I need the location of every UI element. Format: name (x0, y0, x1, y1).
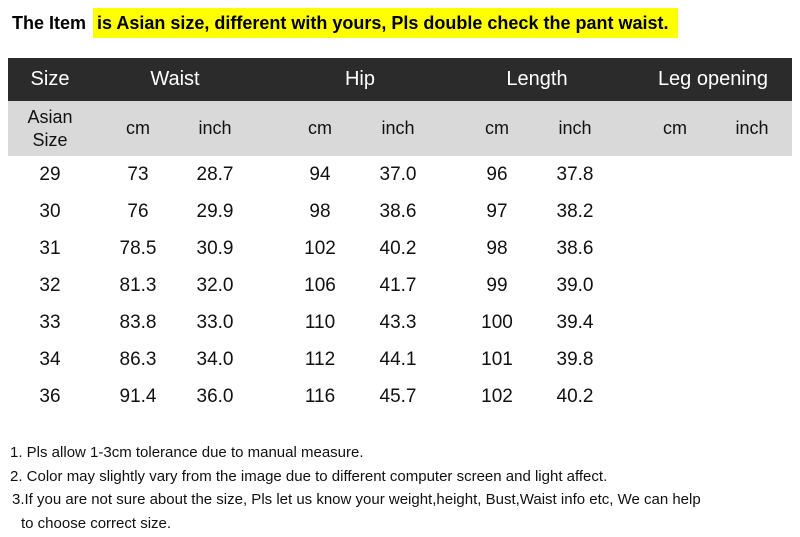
table-cell: 38.2 (556, 201, 594, 222)
table-cell: 116 (304, 386, 336, 407)
table-cell: 28.7 (196, 164, 234, 185)
table-cell: 83.8 (119, 312, 157, 333)
table-cell: 33.0 (196, 312, 234, 333)
table-cell: 40.2 (556, 386, 594, 407)
table-cell: 98 (486, 238, 508, 259)
note: to choose correct size. (21, 515, 172, 532)
note: 2. Color may slightly vary from the imag… (10, 468, 608, 485)
table-cell: 41.7 (379, 275, 417, 296)
unit-header: cm (485, 118, 509, 138)
table-cell: 34 (39, 349, 61, 370)
unit-header: Asian Size (27, 107, 73, 150)
table-cell: 110 (304, 312, 336, 333)
table-subheader-band (8, 101, 792, 156)
table-cell: 101 (481, 349, 513, 370)
table-cell: 86.3 (119, 349, 157, 370)
table-cell: 30 (39, 201, 61, 222)
table-cell: 29.9 (196, 201, 234, 222)
column-header: Size (30, 68, 70, 90)
table-cell: 94 (309, 164, 331, 185)
table-cell: 39.8 (556, 349, 594, 370)
unit-header: cm (663, 118, 687, 138)
table-cell: 81.3 (119, 275, 157, 296)
table-cell: 39.0 (556, 275, 594, 296)
unit-header: inch (735, 118, 769, 138)
table-cell: 31 (39, 238, 61, 259)
note: 1. Pls allow 1-3cm tolerance due to manu… (10, 444, 364, 461)
table-cell: 102 (481, 386, 513, 407)
table-cell: 73 (127, 164, 149, 185)
table-cell: 32 (39, 275, 61, 296)
table-cell: 40.2 (379, 238, 417, 259)
table-cell: 34.0 (196, 349, 234, 370)
table-cell: 100 (481, 312, 513, 333)
column-header: Leg opening (657, 68, 769, 90)
table-cell: 38.6 (379, 201, 417, 222)
table-cell: 76 (127, 201, 149, 222)
table-cell: 98 (309, 201, 331, 222)
header-label: The Item (12, 13, 87, 33)
table-cell: 36 (39, 386, 61, 407)
unit-header: cm (126, 118, 150, 138)
table-cell: 112 (304, 349, 336, 370)
table-cell: 97 (486, 201, 508, 222)
header-highlight: is Asian size, different with yours, Pls… (93, 8, 679, 38)
table-cell: 37.8 (556, 164, 594, 185)
table-cell: 43.3 (379, 312, 417, 333)
table-cell: 37.0 (379, 164, 417, 185)
table-cell: 33 (39, 312, 61, 333)
column-header: Waist (150, 68, 200, 90)
unit-header: inch (558, 118, 592, 138)
table-cell: 102 (304, 238, 336, 259)
note: 3.If you are not sure about the size, Pl… (12, 491, 701, 508)
table-cell: 32.0 (196, 275, 234, 296)
table-header-band (8, 58, 792, 101)
table-cell: 29 (39, 164, 61, 185)
unit-header: inch (198, 118, 232, 138)
unit-header: inch (381, 118, 415, 138)
table-cell: 38.6 (556, 238, 594, 259)
table-cell: 91.4 (119, 386, 157, 407)
column-header: Length (506, 68, 568, 90)
table-cell: 39.4 (556, 312, 594, 333)
table-cell: 99 (486, 275, 508, 296)
table-cell: 44.1 (379, 349, 417, 370)
table-cell: 30.9 (196, 238, 234, 259)
table-cell: 78.5 (119, 238, 157, 259)
table-cell: 96 (486, 164, 508, 185)
unit-header: cm (308, 118, 332, 138)
column-header: Hip (344, 68, 375, 90)
table-cell: 36.0 (196, 386, 234, 407)
table-cell: 45.7 (379, 386, 417, 407)
table-cell: 106 (304, 275, 336, 296)
